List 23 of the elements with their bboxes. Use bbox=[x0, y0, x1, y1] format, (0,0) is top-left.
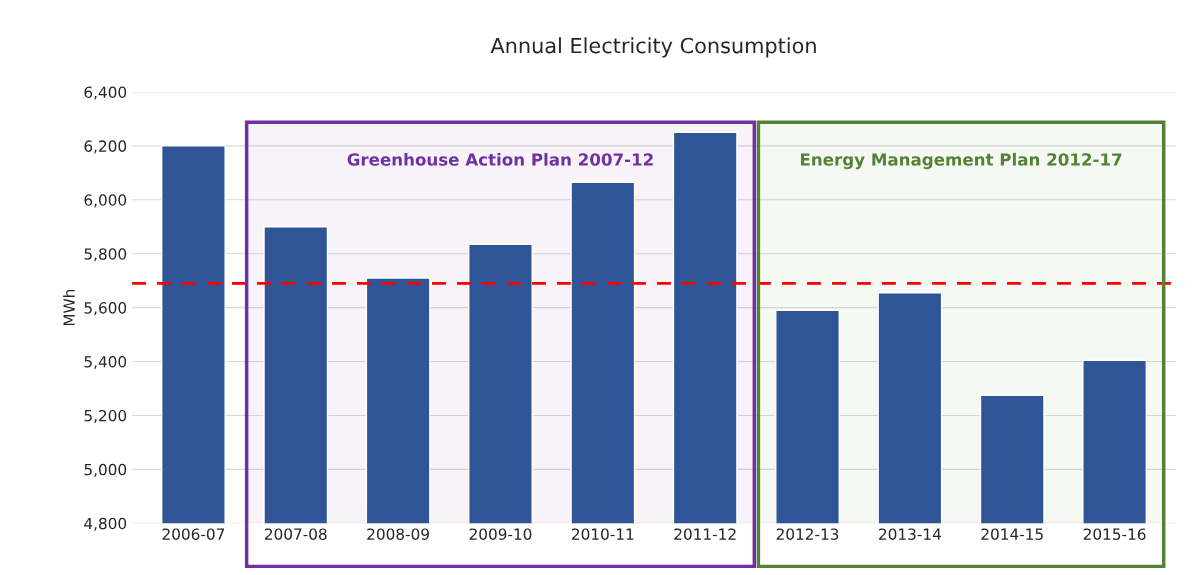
x-tick-label: 2008-09 bbox=[367, 528, 429, 540]
y-tick-label: 5,200 bbox=[84, 409, 127, 424]
x-tick-label: 2013-14 bbox=[879, 528, 941, 540]
band-label: Greenhouse Action Plan 2007-12 bbox=[347, 152, 653, 166]
band-label: Energy Management Plan 2012-17 bbox=[800, 152, 1122, 170]
y-tick-label: 4,800 bbox=[84, 517, 127, 531]
x-tick-label: 2007-08 bbox=[264, 528, 327, 540]
y-tick-label: 5,000 bbox=[84, 463, 127, 477]
x-tick-label: 2009-10 bbox=[469, 528, 532, 540]
y-tick-label: 5,600 bbox=[84, 302, 127, 316]
x-tick-label: 2012-13 bbox=[776, 528, 839, 540]
x-tick-label: 2015-16 bbox=[1083, 528, 1146, 540]
y-axis-title: MWh bbox=[63, 289, 75, 326]
x-tick-label: 2010-11 bbox=[572, 528, 634, 540]
y-tick-label: 5,800 bbox=[84, 248, 127, 262]
y-tick-label: 5,400 bbox=[84, 356, 127, 370]
x-tick-label: 2006-07 bbox=[162, 528, 225, 540]
y-tick-label: 6,200 bbox=[84, 140, 127, 154]
y-tick-label: 6,400 bbox=[84, 86, 127, 100]
chart-title: Annual Electricity Consumption bbox=[490, 37, 816, 58]
x-tick-label: 2014-15 bbox=[981, 528, 1043, 540]
y-tick-label: 6,000 bbox=[84, 194, 127, 208]
x-tick-label: 2011-12 bbox=[674, 528, 736, 540]
